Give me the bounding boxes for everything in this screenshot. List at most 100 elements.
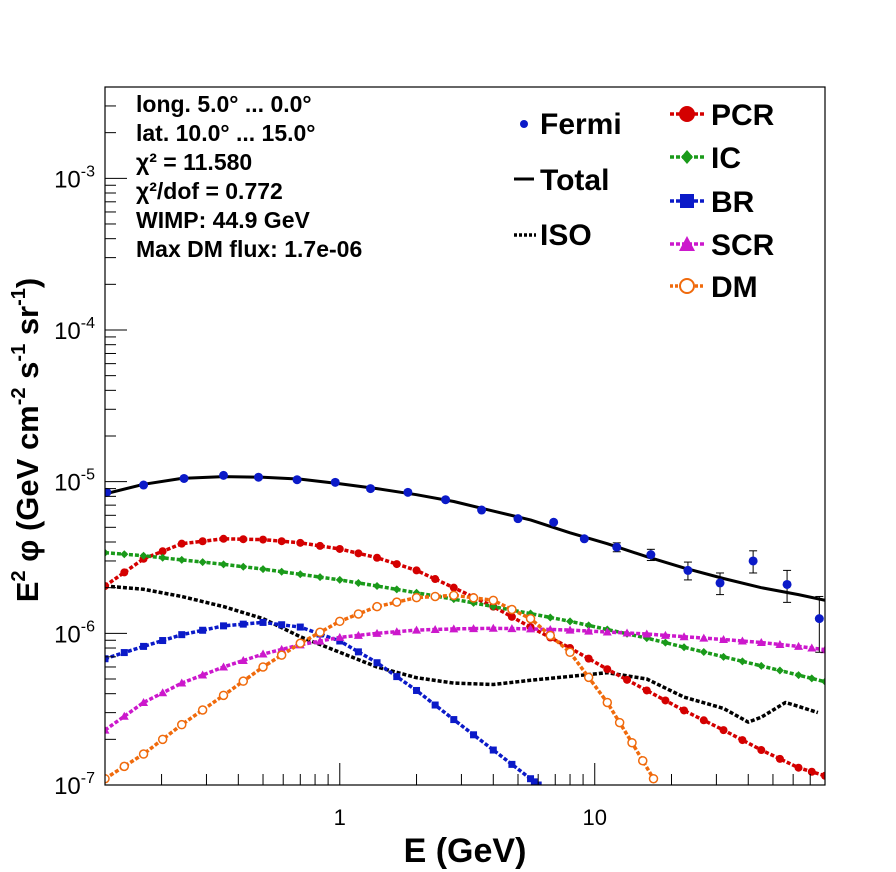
pcr-point [775,754,784,763]
legend-ic-marker [681,150,693,164]
pcr-point [239,535,248,544]
fermi-point [646,550,656,560]
scr-point [105,725,110,734]
y-tick-label: 10-5 [54,467,95,497]
total-series-line [105,475,825,602]
dm-point [507,604,517,615]
ic-point [719,652,728,661]
fermi-point [219,470,229,480]
dm-point [276,650,287,660]
info-box: long. 5.0° ... 0.0° lat. 10.0° ... 15.0°… [136,91,362,262]
ic-point [139,551,148,560]
br-point [470,731,478,739]
dm-point [138,749,149,759]
dm-point [488,595,499,606]
pcr-point [794,763,803,772]
ic-point [661,638,670,647]
scr-point [412,625,422,634]
ic-point [354,578,363,587]
fermi-point [814,614,824,624]
dm-point [335,616,345,627]
info-line-wimp: WIMP: 44.9 GeV [136,207,310,233]
pcr-point [198,537,207,546]
br-point [393,673,401,681]
pcr-point [335,544,344,553]
dm-point [627,737,637,748]
fermi-point [366,484,376,494]
scr-point [584,626,594,635]
dm-point [372,601,382,612]
scr-point [622,628,632,637]
br-point [178,631,186,639]
ic-point [584,621,593,630]
y-tick-label: 10-4 [54,315,95,345]
dm-point [392,597,402,607]
x-tick-label: 1 [334,805,346,830]
scr-point [719,635,729,644]
x-tick-label: 10 [583,805,607,830]
br-point [159,637,167,645]
ic-point [177,555,186,564]
scr-point [119,711,129,720]
pcr-point [807,767,816,776]
pcr-point [158,547,167,556]
ic-point [158,553,167,562]
br-point [373,659,381,667]
fermi-point [179,473,189,483]
legend-br-marker [680,194,694,208]
legend-dm-label: DM [711,271,758,304]
ic-point [120,550,129,559]
br-point [140,642,148,650]
scr-point [392,627,402,636]
dm-point [238,676,249,686]
dm-point [638,755,648,766]
dm-point [565,647,575,658]
dm-point [602,697,613,708]
scr-point [238,656,248,665]
legend-fermi-marker [520,120,528,128]
br-point [105,655,109,663]
br-point [489,746,497,754]
scr-point [526,624,536,633]
iso-series-line [105,584,819,724]
scr-point [277,644,287,653]
dm-point [449,590,459,601]
legend-right: PCR IC BR SCR DM [670,99,775,304]
legend-ic-label: IC [711,142,741,175]
pcr-point [661,696,670,705]
y-tick-label: 10-3 [54,163,95,193]
pcr-point [354,549,363,558]
br-point [354,648,362,656]
scr-point [139,697,149,706]
ic-point [105,548,109,557]
dm-point [614,717,625,728]
br-point [220,622,228,630]
scr-point [602,627,612,636]
scr-point [219,662,229,671]
fermi-point [748,556,758,566]
y-axis-title: E2 φ (GeV cm-2 s-1 sr-1) [8,278,45,603]
legend-total-label: Total [540,164,609,197]
pcr-point [412,566,421,575]
scr-point [177,678,187,687]
dm-point [411,592,422,603]
scr-point [353,630,363,639]
pcr-point [259,535,268,544]
info-line-max-dm-flux: Max DM flux: 1.7e-06 [136,236,362,262]
scr-point [660,630,670,639]
dm-point [315,627,325,638]
scr-point [315,636,325,645]
legend-scr-marker [679,236,695,251]
br-point [259,618,267,626]
scr-point [449,624,459,633]
pcr-point [449,583,458,592]
legend-pcr-marker [679,106,695,122]
y-tick-label: 10-6 [54,618,95,648]
fermi-point [441,495,451,505]
info-line-chi2-dof: χ²/dof = 0.772 [136,178,283,204]
br-point [413,686,421,694]
br-point [431,701,439,709]
ic-point [373,582,382,591]
pcr-point [431,575,440,584]
